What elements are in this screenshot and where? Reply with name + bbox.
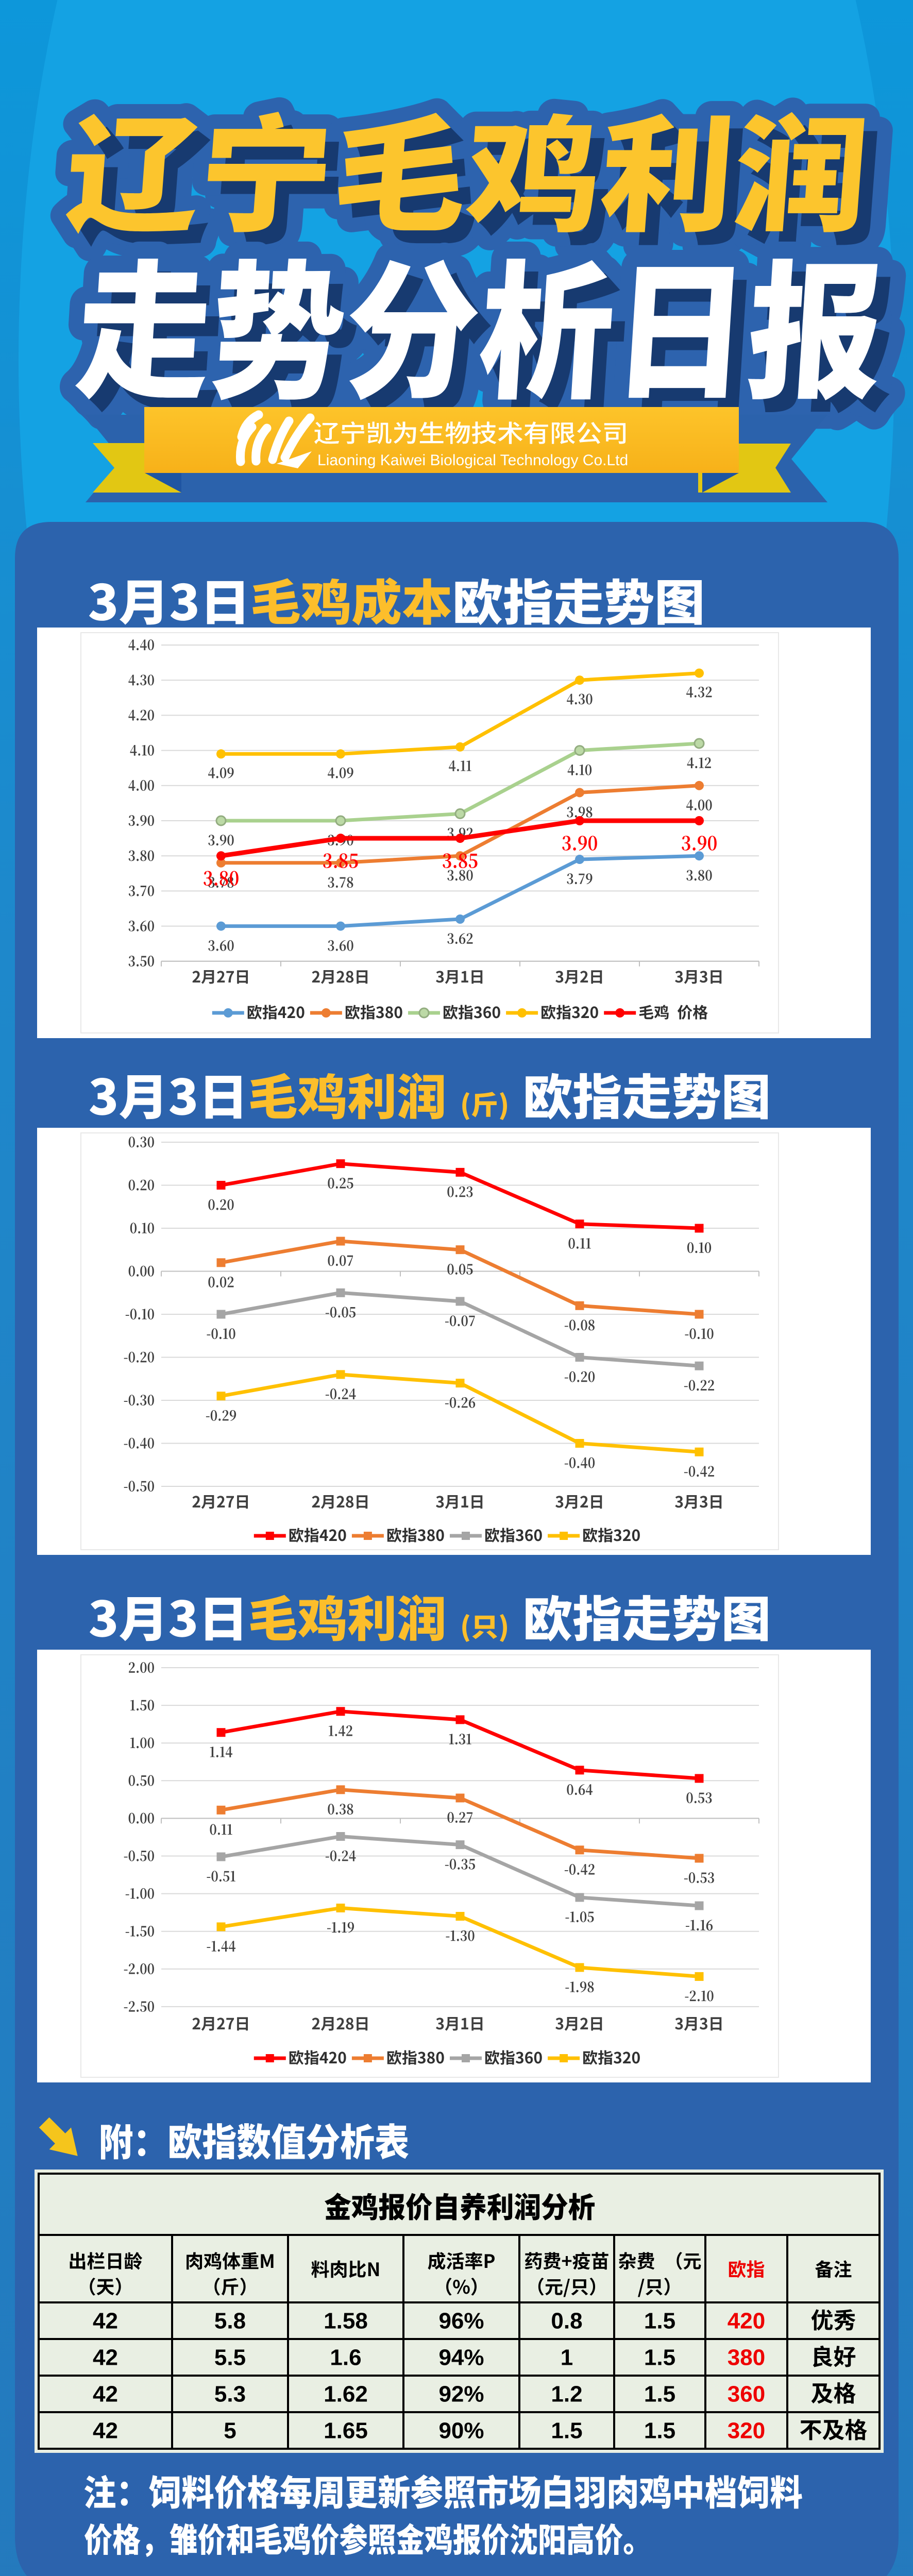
svg-text:1.5: 1.5: [644, 2382, 675, 2407]
svg-text:92%: 92%: [438, 2382, 484, 2407]
svg-text:1.2: 1.2: [551, 2382, 582, 2407]
svg-text:5: 5: [224, 2418, 236, 2444]
svg-text:94%: 94%: [438, 2345, 484, 2370]
svg-text:380: 380: [728, 2345, 765, 2370]
svg-text:5.3: 5.3: [214, 2382, 246, 2407]
svg-text:1.62: 1.62: [324, 2382, 368, 2407]
svg-text:42: 42: [93, 2418, 118, 2444]
svg-text:5.8: 5.8: [214, 2309, 246, 2334]
svg-text:320: 320: [728, 2418, 765, 2444]
svg-text:Liaoning Kaiwei Biological Tec: Liaoning Kaiwei Biological Technology Co…: [317, 452, 628, 469]
svg-text:42: 42: [93, 2309, 118, 2334]
svg-text:42: 42: [93, 2345, 118, 2370]
svg-text:90%: 90%: [438, 2418, 484, 2444]
svg-text:1.65: 1.65: [324, 2418, 368, 2444]
svg-text:1.5: 1.5: [551, 2418, 582, 2444]
svg-text:420: 420: [728, 2309, 765, 2334]
svg-text:1.5: 1.5: [644, 2309, 675, 2334]
svg-text:1.5: 1.5: [644, 2418, 675, 2444]
svg-text:1.6: 1.6: [330, 2345, 361, 2370]
svg-text:1.58: 1.58: [324, 2309, 368, 2334]
svg-text:360: 360: [728, 2382, 765, 2407]
svg-text:96%: 96%: [438, 2309, 484, 2334]
svg-text:1.5: 1.5: [644, 2345, 675, 2370]
svg-text:42: 42: [93, 2382, 118, 2407]
svg-text:5.5: 5.5: [214, 2345, 246, 2370]
svg-text:1: 1: [561, 2345, 573, 2370]
svg-text:0.8: 0.8: [551, 2309, 582, 2334]
